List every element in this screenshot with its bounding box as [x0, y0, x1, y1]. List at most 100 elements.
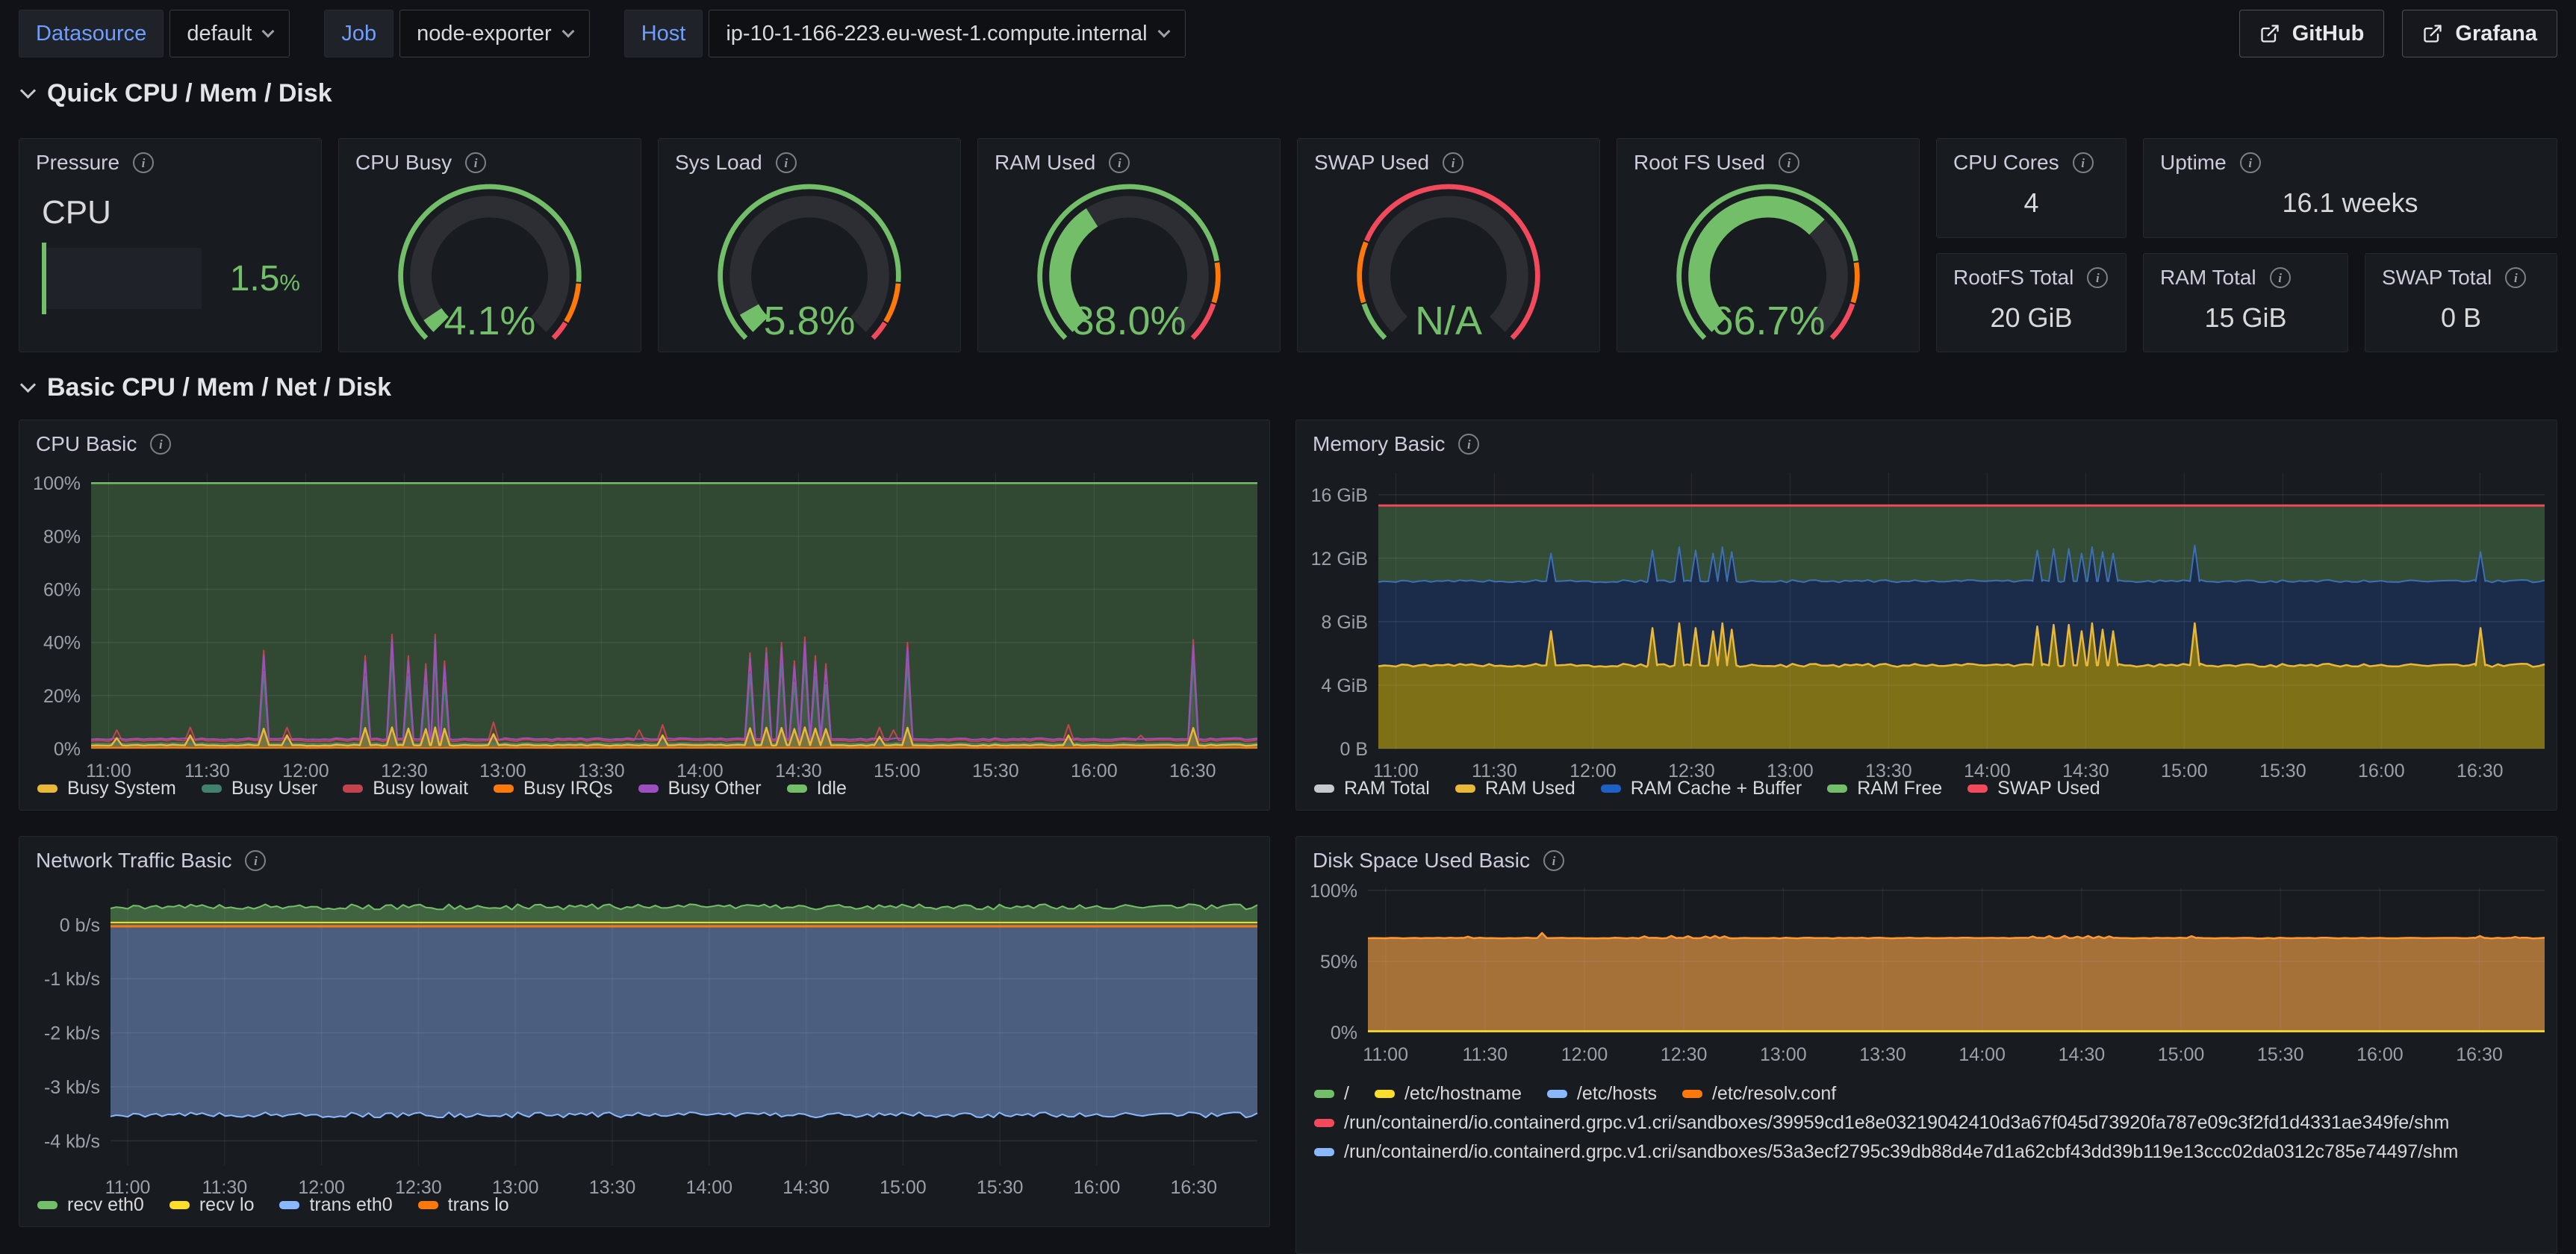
- info-icon[interactable]: [1458, 434, 1479, 455]
- svg-text:14:00: 14:00: [686, 1177, 733, 1198]
- legend-item[interactable]: /run/containerd/io.containerd.grpc.v1.cr…: [1314, 1112, 2516, 1134]
- svg-text:16:00: 16:00: [2358, 761, 2405, 782]
- legend-item[interactable]: /: [1314, 1083, 1349, 1105]
- panel-title[interactable]: Root FS Used: [1634, 151, 1765, 175]
- svg-text:N/A: N/A: [1415, 299, 1482, 343]
- info-icon[interactable]: [2073, 152, 2094, 173]
- svg-text:0%: 0%: [54, 739, 81, 760]
- job-select[interactable]: node-exporter: [399, 10, 590, 57]
- panel-title[interactable]: Uptime: [2160, 151, 2227, 175]
- svg-text:11:00: 11:00: [1363, 1044, 1408, 1065]
- dashboard-toolbar: Datasource default Job node-exporter Hos…: [19, 9, 2557, 58]
- disk-space-used-basic-legend: / /etc/hostname/etc/hosts/etc/resolv.conf…: [1296, 1079, 2557, 1173]
- panel-ram-used: RAM Used 38.0%: [977, 138, 1281, 352]
- info-icon[interactable]: [150, 434, 171, 455]
- datasource-select[interactable]: default: [169, 10, 290, 57]
- legend-swatch: [1682, 1090, 1702, 1098]
- svg-text:-3 kb/s: -3 kb/s: [44, 1077, 100, 1098]
- panel-title[interactable]: Sys Load: [675, 151, 762, 175]
- info-icon[interactable]: [2087, 267, 2108, 288]
- info-icon[interactable]: [1109, 152, 1130, 173]
- panel-title[interactable]: RAM Used: [995, 151, 1095, 175]
- section-quick-cpu-mem-disk[interactable]: Quick CPU / Mem / Disk: [22, 79, 332, 108]
- external-link-icon: [2259, 23, 2280, 44]
- info-icon[interactable]: [2240, 152, 2261, 173]
- legend-item[interactable]: /etc/resolv.conf: [1682, 1083, 1836, 1105]
- panel-title[interactable]: Pressure: [36, 151, 119, 175]
- svg-text:15:30: 15:30: [972, 761, 1019, 782]
- grafana-link-button[interactable]: Grafana: [2402, 10, 2557, 57]
- svg-text:13:30: 13:30: [589, 1177, 636, 1198]
- svg-text:13:00: 13:00: [479, 761, 526, 782]
- pressure-gauge: CPU 1.5%: [19, 179, 321, 309]
- legend-label: /run/containerd/io.containerd.grpc.v1.cr…: [1344, 1112, 2449, 1134]
- panel-title[interactable]: RAM Total: [2160, 266, 2256, 290]
- svg-text:100%: 100%: [33, 473, 81, 494]
- info-icon[interactable]: [1443, 152, 1463, 173]
- svg-text:11:00: 11:00: [105, 1177, 151, 1198]
- host-select[interactable]: ip-10-1-166-223.eu-west-1.compute.intern…: [709, 10, 1185, 57]
- rootfs-total-value: 20 GiB: [1990, 302, 2072, 334]
- disk-space-used-basic-chart[interactable]: 0%50%100%11:0011:3012:0012:3013:0013:301…: [1296, 877, 2557, 1079]
- svg-text:80%: 80%: [43, 526, 81, 547]
- svg-text:13:30: 13:30: [578, 761, 625, 782]
- panel-title[interactable]: RootFS Total: [1953, 266, 2073, 290]
- ram-used-gauge: 38.0%: [996, 181, 1262, 346]
- legend-item[interactable]: /etc/hosts: [1547, 1083, 1657, 1105]
- panel-title[interactable]: SWAP Used: [1314, 151, 1429, 175]
- info-icon[interactable]: [465, 152, 486, 173]
- panel-title[interactable]: Memory Basic: [1313, 432, 1445, 456]
- panel-disk-space-used-basic: Disk Space Used Basic 0%50%100%11:0011:3…: [1295, 836, 2557, 1254]
- svg-text:14:30: 14:30: [775, 761, 822, 782]
- info-icon[interactable]: [2270, 267, 2291, 288]
- panel-title[interactable]: Network Traffic Basic: [36, 849, 231, 873]
- network-traffic-basic-chart[interactable]: 0 b/s-1 kb/s-2 kb/s-3 kb/s-4 kb/s11:0011…: [19, 877, 1269, 1211]
- chevron-down-icon: [20, 83, 36, 99]
- svg-text:14:30: 14:30: [2059, 1044, 2106, 1065]
- svg-text:16:30: 16:30: [2457, 761, 2504, 782]
- swap-used-gauge: N/A: [1316, 181, 1581, 346]
- svg-text:12:00: 12:00: [1569, 761, 1617, 782]
- cpu-basic-chart[interactable]: 0%20%40%60%80%100%11:0011:3012:0012:3013…: [19, 461, 1269, 795]
- panel-ram-total: RAM Total 15 GiB: [2143, 253, 2348, 352]
- panel-title[interactable]: Disk Space Used Basic: [1313, 849, 1530, 873]
- section-title: Quick CPU / Mem / Disk: [47, 79, 332, 108]
- host-label: Host: [624, 10, 703, 57]
- svg-text:15:00: 15:00: [2158, 1044, 2205, 1065]
- legend-swatch: [1375, 1090, 1395, 1098]
- svg-text:15:30: 15:30: [977, 1177, 1024, 1198]
- sys-load-gauge: 5.8%: [676, 181, 942, 346]
- legend-item[interactable]: /run/containerd/io.containerd.grpc.v1.cr…: [1314, 1141, 2516, 1163]
- svg-text:12:00: 12:00: [282, 761, 329, 782]
- svg-text:16:30: 16:30: [1169, 761, 1216, 782]
- legend-swatch: [1314, 1148, 1334, 1156]
- svg-text:14:30: 14:30: [2062, 761, 2109, 782]
- github-link-button[interactable]: GitHub: [2239, 10, 2385, 57]
- legend-swatch: [1547, 1090, 1567, 1098]
- legend-item[interactable]: /etc/hostname: [1375, 1083, 1522, 1105]
- svg-text:11:30: 11:30: [202, 1177, 247, 1198]
- github-link-label: GitHub: [2292, 22, 2365, 46]
- svg-text:13:00: 13:00: [1760, 1044, 1807, 1065]
- info-icon[interactable]: [2505, 267, 2526, 288]
- svg-text:20%: 20%: [43, 686, 81, 707]
- info-icon[interactable]: [133, 152, 154, 173]
- job-label: Job: [324, 10, 393, 57]
- panel-title[interactable]: CPU Basic: [36, 432, 137, 456]
- legend-label: /: [1344, 1083, 1349, 1105]
- panel-cpu-cores: CPU Cores 4: [1936, 138, 2127, 238]
- info-icon[interactable]: [1543, 850, 1564, 871]
- panel-title[interactable]: CPU Busy: [355, 151, 452, 175]
- svg-text:0 b/s: 0 b/s: [60, 915, 100, 936]
- info-icon[interactable]: [245, 850, 266, 871]
- svg-text:-2 kb/s: -2 kb/s: [44, 1023, 100, 1044]
- info-icon[interactable]: [776, 152, 797, 173]
- section-basic-cpu-mem-net-disk[interactable]: Basic CPU / Mem / Net / Disk: [22, 373, 391, 402]
- svg-text:60%: 60%: [43, 580, 81, 601]
- panel-title[interactable]: CPU Cores: [1953, 151, 2059, 175]
- svg-text:12:00: 12:00: [298, 1177, 345, 1198]
- panel-title[interactable]: SWAP Total: [2382, 266, 2492, 290]
- info-icon[interactable]: [1779, 152, 1799, 173]
- svg-text:-4 kb/s: -4 kb/s: [44, 1131, 100, 1152]
- memory-basic-chart[interactable]: 0 B4 GiB8 GiB12 GiB16 GiB11:0011:3012:00…: [1296, 461, 2557, 795]
